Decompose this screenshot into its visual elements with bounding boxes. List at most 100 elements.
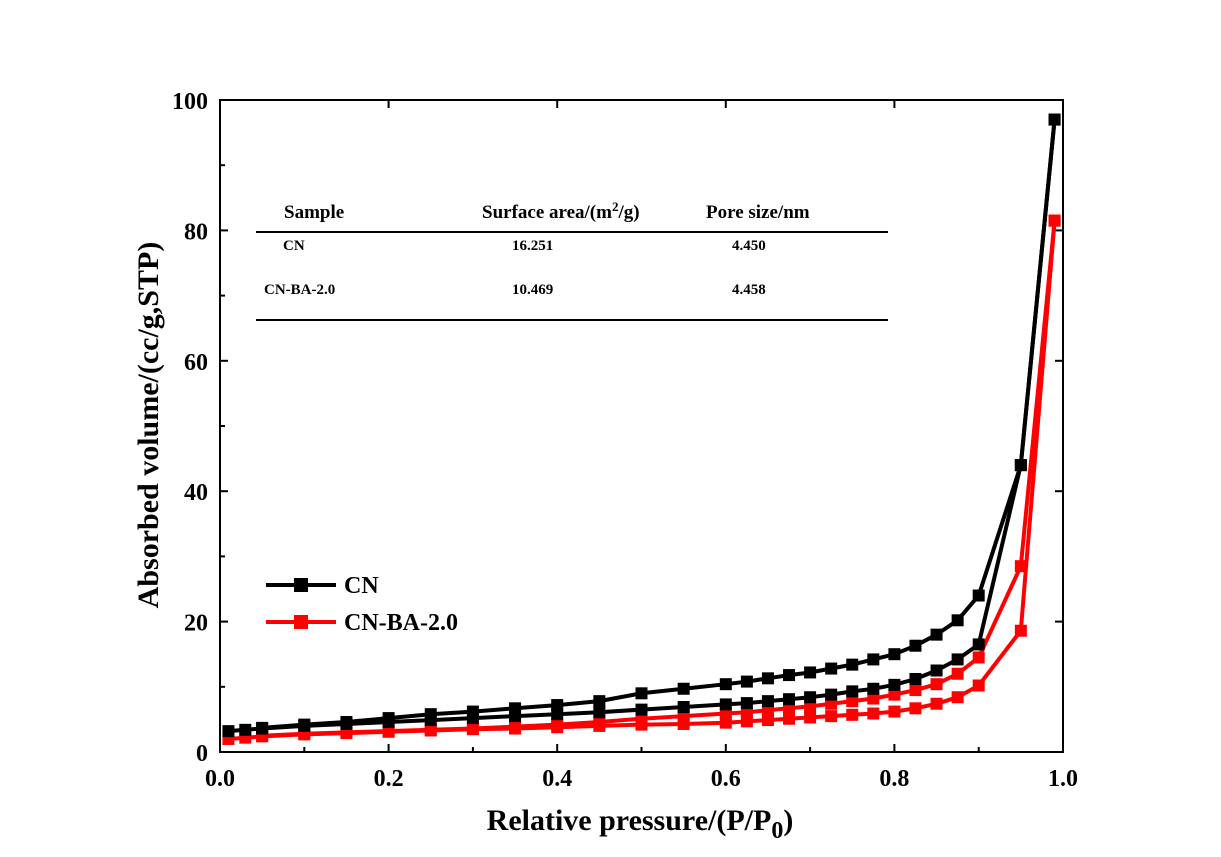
data-point-desorption xyxy=(635,687,648,700)
data-point-desorption xyxy=(1048,214,1061,227)
data-point-desorption xyxy=(867,692,880,705)
table-cell: 16.251 xyxy=(512,238,553,254)
data-point-desorption xyxy=(909,639,922,652)
data-point-adsorption xyxy=(740,715,753,728)
data-point-adsorption xyxy=(783,693,796,706)
data-point-desorption xyxy=(761,704,774,717)
table-cell: 4.458 xyxy=(732,282,766,298)
data-point-adsorption xyxy=(951,653,964,666)
data-point-adsorption xyxy=(761,695,774,708)
data-point-adsorption xyxy=(783,712,796,725)
data-point-desorption xyxy=(930,678,943,691)
data-point-adsorption xyxy=(972,638,985,651)
legend-label: CN xyxy=(344,573,379,599)
table-header-sample: Sample xyxy=(284,202,344,223)
x-tick-label: 0.2 xyxy=(374,766,404,792)
data-point-desorption xyxy=(466,722,479,735)
y-tick-label: 80 xyxy=(184,219,208,245)
table-header-superscript: 2 xyxy=(612,199,619,214)
data-point-adsorption xyxy=(909,702,922,715)
data-point-desorption xyxy=(783,702,796,715)
data-point-adsorption xyxy=(593,706,606,719)
legend-item-cn-ba-2-0: CN-BA-2.0 xyxy=(266,610,458,636)
data-point-adsorption xyxy=(930,664,943,677)
x-tick-label: 0.4 xyxy=(542,766,572,792)
y-tick-label: 100 xyxy=(172,89,208,115)
data-point-adsorption xyxy=(846,708,859,721)
data-point-desorption xyxy=(256,721,269,734)
data-point-adsorption xyxy=(804,711,817,724)
data-point-adsorption xyxy=(1014,624,1027,637)
legend-swatch-marker xyxy=(294,615,308,629)
data-point-adsorption xyxy=(909,672,922,685)
data-point-adsorption xyxy=(222,725,235,738)
table-cell: 4.450 xyxy=(732,238,766,254)
data-point-adsorption xyxy=(719,698,732,711)
data-point-desorption xyxy=(740,675,753,688)
data-point-adsorption xyxy=(677,701,690,714)
data-point-desorption xyxy=(804,700,817,713)
data-point-desorption xyxy=(761,672,774,685)
data-point-desorption xyxy=(509,702,522,715)
data-point-desorption xyxy=(340,716,353,729)
data-point-desorption xyxy=(825,662,838,675)
y-axis-title: Absorbed volume/(cc/g,STP) xyxy=(132,242,165,609)
data-point-desorption xyxy=(740,706,753,719)
data-point-adsorption xyxy=(867,682,880,695)
data-point-desorption xyxy=(719,678,732,691)
series-cn-ba-2-0 xyxy=(222,214,1061,745)
data-point-desorption xyxy=(846,695,859,708)
data-point-adsorption xyxy=(804,691,817,704)
inset-table: Sample Surface area/(m2/g) Pore size/nm … xyxy=(256,199,888,321)
data-point-adsorption xyxy=(951,691,964,704)
data-point-desorption xyxy=(382,725,395,738)
data-point-adsorption xyxy=(635,703,648,716)
series-cn xyxy=(222,113,1061,738)
table-header-surface-area: Surface area/(m2/g) xyxy=(482,199,640,223)
data-point-adsorption xyxy=(761,714,774,727)
tick-labels: 0.0 0.2 0.4 0.6 0.8 1.0 0 20 40 60 80 100 xyxy=(172,89,1078,792)
data-point-desorption xyxy=(867,653,880,666)
y-tick-label: 40 xyxy=(184,480,208,506)
data-point-desorption xyxy=(298,718,311,731)
data-point-desorption xyxy=(593,695,606,708)
y-tick-label: 0 xyxy=(196,741,208,767)
data-point-adsorption xyxy=(719,716,732,729)
data-point-adsorption xyxy=(551,708,564,721)
data-point-desorption xyxy=(677,682,690,695)
data-point-desorption xyxy=(846,658,859,671)
y-tick-label: 20 xyxy=(184,611,208,637)
data-point-adsorption xyxy=(825,710,838,723)
x-tick-label: 0.0 xyxy=(205,766,235,792)
data-point-adsorption xyxy=(888,705,901,718)
data-point-desorption xyxy=(1048,113,1061,126)
x-tick-label: 0.6 xyxy=(711,766,741,792)
data-point-adsorption xyxy=(846,685,859,698)
data-point-desorption xyxy=(424,708,437,721)
data-point-desorption xyxy=(551,699,564,712)
x-tick-label: 0.8 xyxy=(879,766,909,792)
data-point-desorption xyxy=(382,712,395,725)
x-axis-title-close: ) xyxy=(783,804,793,837)
data-point-adsorption xyxy=(972,679,985,692)
axis-ticks xyxy=(219,99,1064,753)
data-point-desorption xyxy=(1014,459,1027,472)
data-point-desorption xyxy=(951,614,964,627)
series-line-adsorption xyxy=(228,220,1057,741)
y-tick-label: 60 xyxy=(184,350,208,376)
table-cell: CN xyxy=(283,238,305,254)
legend-item-cn: CN xyxy=(266,573,379,599)
data-point-adsorption xyxy=(740,697,753,710)
x-axis-title-subscript: 0 xyxy=(771,818,783,844)
series-line-adsorption xyxy=(228,119,1057,734)
series-layer xyxy=(222,113,1061,745)
data-point-desorption xyxy=(909,684,922,697)
table-header-pore-size: Pore size/nm xyxy=(706,202,810,223)
data-point-desorption xyxy=(972,589,985,602)
legend: CN CN-BA-2.0 xyxy=(266,573,458,636)
x-tick-label: 1.0 xyxy=(1048,766,1078,792)
data-point-desorption xyxy=(424,723,437,736)
data-point-desorption xyxy=(888,648,901,661)
plot-frame xyxy=(219,99,1064,753)
